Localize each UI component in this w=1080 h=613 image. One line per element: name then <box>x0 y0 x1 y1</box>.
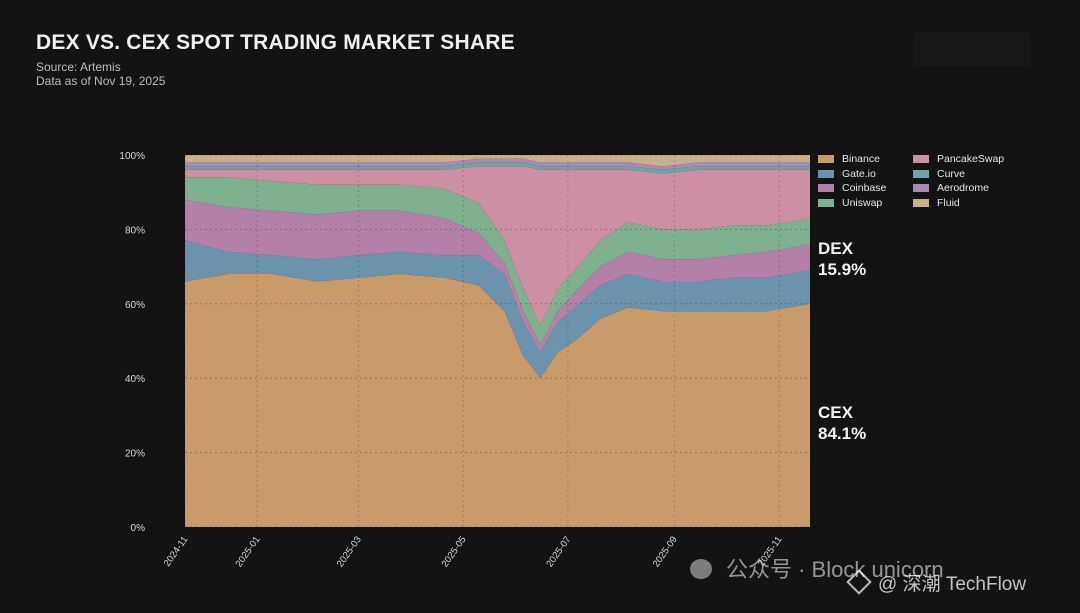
legend-label: Coinbase <box>842 182 887 194</box>
x-tick-label: 2024-11 <box>162 534 191 568</box>
area-fluid <box>185 155 810 167</box>
legend-swatch <box>818 198 834 207</box>
legend-swatch <box>913 198 929 207</box>
logo-placeholder <box>913 32 1031 66</box>
y-tick-label: 60% <box>125 300 145 311</box>
legend-item: Curve <box>913 168 965 180</box>
x-tick-label: 2025-09 <box>651 534 680 569</box>
x-tick-label: 2025-05 <box>440 534 469 569</box>
area-coinbase <box>185 199 810 353</box>
legend-item: PancakeSwap <box>913 153 1004 165</box>
legend-label: Gate.io <box>842 167 876 180</box>
legend-label: Aerodrome <box>937 182 989 194</box>
y-tick-label: 80% <box>125 225 145 236</box>
area-aerodrome <box>185 158 810 170</box>
source-note: Source: Artemis <box>36 60 121 74</box>
area-pancakeswap <box>185 166 810 327</box>
legend-swatch <box>818 169 834 178</box>
techflow-icon <box>846 569 872 595</box>
legend-label: Binance <box>842 153 880 165</box>
area-binance <box>185 274 810 527</box>
area-gate-io <box>185 240 810 379</box>
cex-callout: CEX 84.1% <box>818 402 866 444</box>
watermark-techflow: @ 深潮 TechFlow <box>846 569 1026 596</box>
y-tick-label: 100% <box>119 151 145 162</box>
dex-label: DEX <box>818 239 853 258</box>
x-tick-label: 2025-07 <box>544 534 573 569</box>
legend-label: Curve <box>937 167 966 180</box>
wechat-icon <box>690 559 712 579</box>
area-curve <box>185 162 810 174</box>
dex-callout: DEX 15.9% <box>818 238 866 280</box>
y-tick-label: 0% <box>131 523 146 534</box>
legend-label: PancakeSwap <box>937 153 1005 165</box>
legend-item: Gate.io <box>818 168 876 180</box>
watermark-wechat: 公众号 · Block unicorn <box>690 552 944 584</box>
y-tick-label: 40% <box>125 374 145 385</box>
legend-item: Aerodrome <box>913 182 989 194</box>
legend-swatch <box>913 155 929 164</box>
cex-value: 84.1% <box>818 424 867 443</box>
legend-swatch <box>913 184 929 193</box>
y-tick-label: 20% <box>125 449 145 460</box>
date-note: Data as of Nov 19, 2025 <box>36 74 166 88</box>
legend-label: Uniswap <box>842 196 883 209</box>
legend-label: Fluid <box>937 196 960 209</box>
cex-label: CEX <box>818 403 853 422</box>
area-uniswap <box>185 177 810 345</box>
legend-item: Coinbase <box>818 182 886 194</box>
x-tick-label: 2025-01 <box>234 534 263 569</box>
x-tick-label: 2025-03 <box>335 534 364 569</box>
legend-swatch <box>913 169 929 178</box>
legend-swatch <box>818 184 834 193</box>
legend-item: Binance <box>818 153 880 165</box>
chart-title: DEX VS. CEX SPOT TRADING MARKET SHARE <box>36 31 515 54</box>
chart-subtitle: Source: Artemis Data as of Nov 19, 2025 <box>36 60 165 88</box>
legend-item: Fluid <box>913 197 960 209</box>
legend-swatch <box>818 155 834 164</box>
dex-value: 15.9% <box>818 260 867 279</box>
legend-item: Uniswap <box>818 197 882 209</box>
